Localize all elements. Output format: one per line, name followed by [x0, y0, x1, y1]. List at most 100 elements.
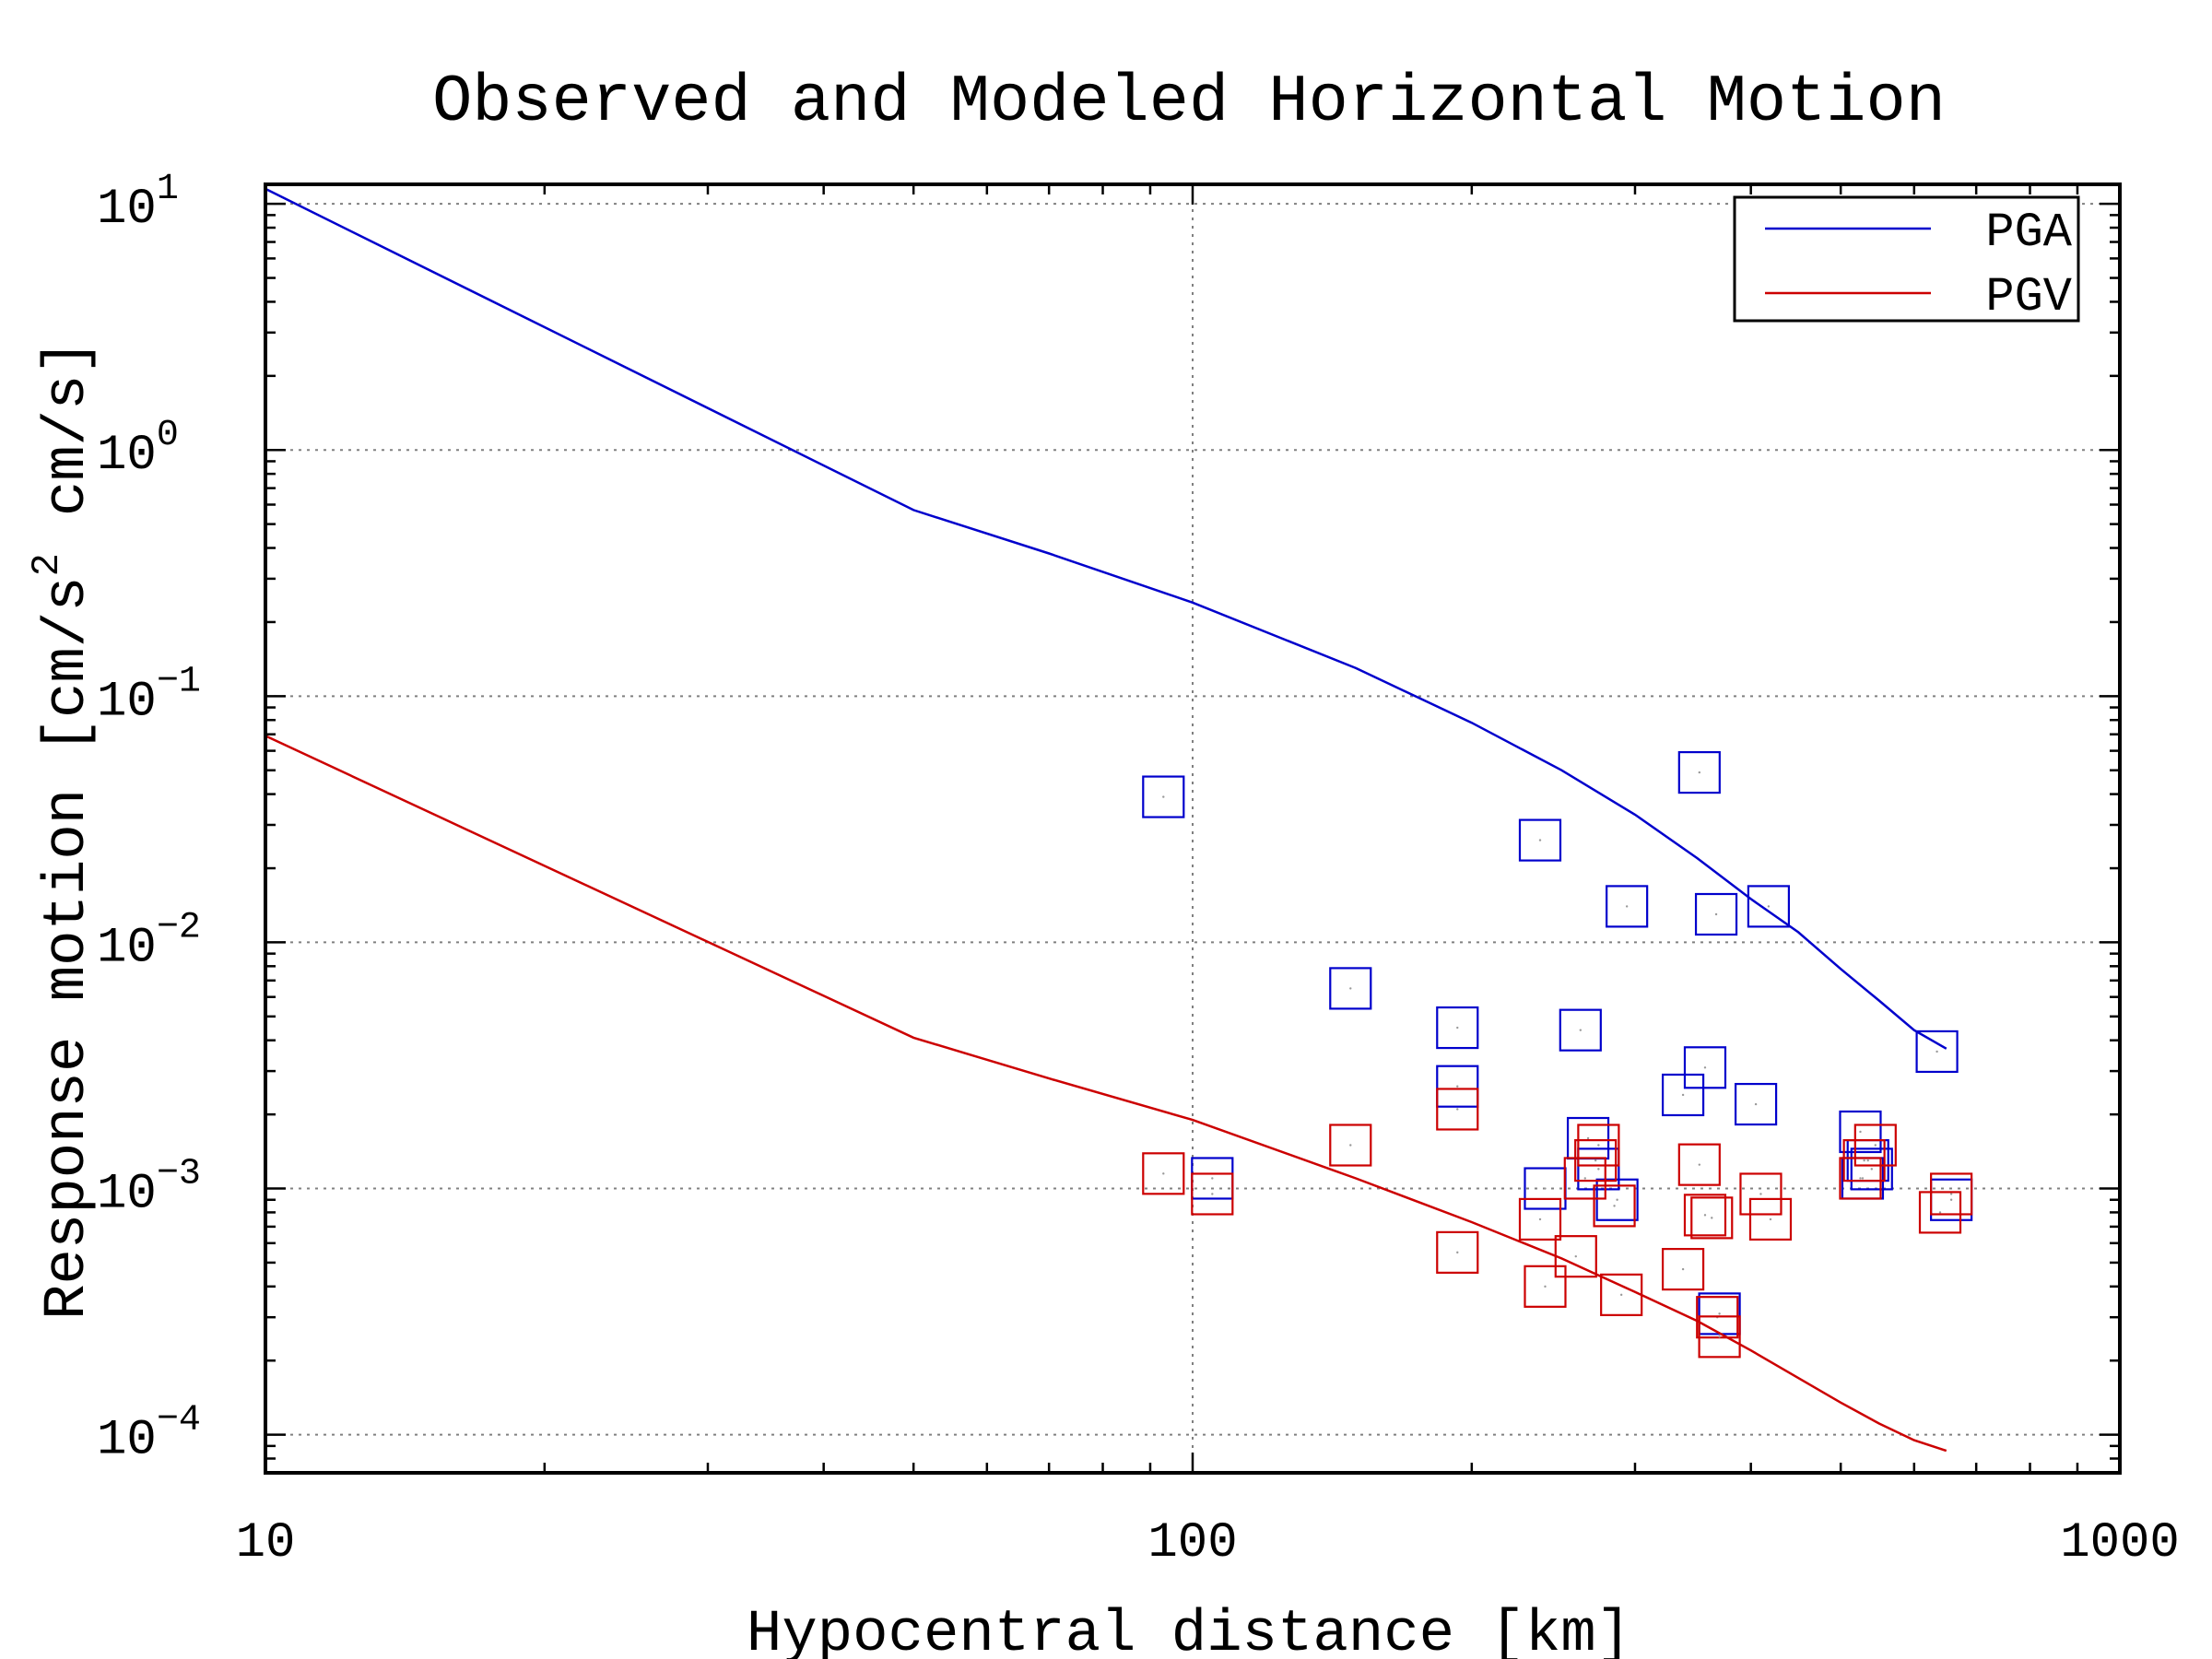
pga-point-center — [1544, 1187, 1547, 1190]
pgv-point-center — [1703, 1214, 1707, 1217]
pgv-observed-point — [1839, 1157, 1882, 1200]
y-tick-label-2: 10−2 — [97, 907, 201, 976]
pgv-point-center — [1859, 1177, 1862, 1180]
pgv-point-center — [1613, 1205, 1616, 1207]
pga-point-center — [1754, 1102, 1758, 1106]
pgv-point-center — [1769, 1218, 1772, 1221]
pgv-point-center — [1718, 1335, 1721, 1338]
pga-point-center — [1698, 771, 1701, 774]
y-tick-base: 10 — [97, 920, 157, 976]
pgv-point-center — [1681, 1267, 1685, 1271]
pga-point-center — [1349, 987, 1352, 990]
pgv-point-center — [1538, 1218, 1542, 1221]
pga-point-center — [1586, 1136, 1590, 1140]
y-tick-base: 10 — [97, 428, 157, 484]
pgv-observed-point — [1842, 1138, 1886, 1182]
grid-lines — [265, 184, 2121, 1473]
pgv-observed-point — [1690, 1196, 1734, 1240]
pga-observed-point — [1683, 1046, 1727, 1089]
x-axis-label: Hypocentral distance [km] — [747, 1602, 1631, 1659]
pgv-observed-point — [1683, 1194, 1727, 1237]
pgv-point-center — [1759, 1193, 1762, 1195]
pga-point-center — [1861, 1177, 1865, 1180]
pga-point-center — [1681, 1093, 1685, 1097]
y-tick-label-1: 10−3 — [97, 1154, 201, 1223]
pgv-point-center — [1874, 1144, 1877, 1147]
y-tick-label-0: 10−4 — [97, 1400, 201, 1469]
pgv-observed-point — [1577, 1124, 1620, 1167]
pga-observed-point — [1142, 775, 1185, 818]
pgv-point-center — [1349, 1144, 1352, 1147]
pgv-point-center — [1544, 1285, 1547, 1288]
pgv-observed-point — [1930, 1172, 1973, 1216]
pgv-point-center — [1597, 1144, 1600, 1147]
x-tick-label-1: 100 — [1147, 1515, 1237, 1571]
pga-point-center — [1936, 1050, 1938, 1053]
pgv-observed-point — [1142, 1152, 1185, 1195]
pgv-observed-point — [1191, 1172, 1234, 1216]
pgv-observed-point — [1661, 1248, 1705, 1291]
pga-observed-point — [1329, 967, 1372, 1010]
pgv-observed-point — [1524, 1265, 1567, 1308]
plot-frame — [264, 182, 2122, 1475]
y-tick-base: 10 — [97, 1167, 157, 1223]
y-tick-exponent: 1 — [157, 169, 179, 210]
pga-point-center — [1718, 1312, 1721, 1315]
pga-point-center — [1703, 1066, 1707, 1069]
legend-box — [1733, 195, 2080, 323]
pga-observed-point — [1559, 1008, 1602, 1052]
pga-point-center — [1538, 839, 1542, 841]
pga-point-center — [1866, 1159, 1869, 1162]
pgv-observed-point — [1853, 1124, 1897, 1167]
pga-observed-point — [1839, 1110, 1882, 1154]
pgv-observed-point — [1698, 1315, 1741, 1359]
pgv-point-center — [1619, 1293, 1623, 1297]
y-tick-exponent: −1 — [157, 661, 201, 702]
y-tick-exponent: 0 — [157, 415, 179, 456]
pga-observed-point — [1734, 1082, 1778, 1126]
y-tick-label-4: 100 — [97, 415, 179, 484]
pgv-point-center — [1863, 1159, 1865, 1162]
pga-model-line — [265, 187, 1947, 1050]
y-axis-label-main: Response motion [cm/s — [35, 576, 101, 1320]
y-axis-label-superscript: 2 — [25, 553, 69, 576]
pgv-point-center — [1574, 1254, 1577, 1258]
pgv-point-center — [1711, 1217, 1713, 1219]
pga-observed-point — [1677, 750, 1721, 794]
pgv-point-center — [1698, 1163, 1701, 1166]
pgv-point-center — [1456, 1251, 1459, 1254]
series-pga — [265, 187, 1973, 1335]
y-tick-exponent: −4 — [157, 1400, 201, 1441]
y-tick-label-3: 10−1 — [97, 661, 201, 730]
pgv-point-center — [1938, 1211, 1942, 1214]
pgv-point-center — [1949, 1193, 1953, 1195]
pga-point-center — [1211, 1177, 1214, 1180]
pga-point-center — [1616, 1198, 1618, 1201]
pga-observed-point — [1747, 885, 1791, 928]
pga-observed-point — [1915, 1030, 1959, 1074]
x-tick-label-2: 1000 — [2060, 1515, 2180, 1571]
pga-point-center — [1456, 1026, 1459, 1030]
pga-point-center — [1597, 1168, 1600, 1171]
pga-point-center — [1456, 1085, 1459, 1088]
pgv-observed-point — [1677, 1143, 1721, 1186]
pgv-observed-point — [1554, 1235, 1597, 1278]
pgv-point-center — [1211, 1193, 1214, 1195]
pga-observed-point — [1518, 818, 1562, 862]
y-tick-base: 10 — [97, 182, 157, 238]
legend: PGA PGV — [1733, 195, 2080, 324]
pgv-point-center — [1162, 1172, 1165, 1175]
pga-observed-point — [1577, 1147, 1620, 1191]
pga-point-center — [1767, 905, 1771, 908]
pga-observed-point — [1694, 892, 1738, 936]
pgv-observed-point — [1739, 1172, 1783, 1216]
y-tick-base: 10 — [97, 1413, 157, 1469]
pgv-observed-point — [1600, 1273, 1643, 1316]
pgv-model-line — [265, 735, 1947, 1453]
series-pgv — [265, 735, 1973, 1453]
pgv-observed-point — [1518, 1197, 1562, 1241]
y-axis-label-tail: cm/s] — [35, 339, 101, 516]
pgv-observed-point — [1748, 1197, 1793, 1241]
